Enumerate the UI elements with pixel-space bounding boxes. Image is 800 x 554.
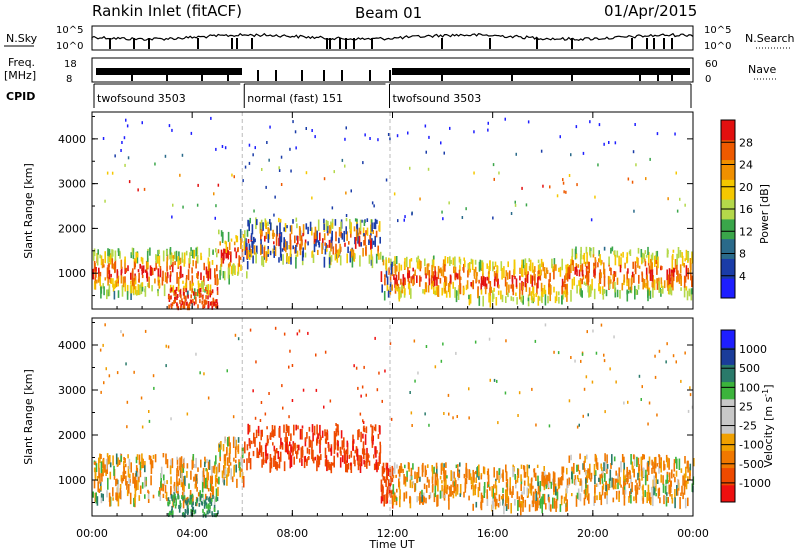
velocity-colorbar-label: Velocity [m s-1] (761, 384, 776, 467)
freq-label-top: Freq. (8, 56, 35, 69)
cpid-segment-label: normal (fast) 151 (247, 92, 343, 105)
x-tick-label: 16:00 (477, 527, 509, 540)
cpid-row: CPID twofsound 3503 normal (fast) 151 twof… (6, 83, 692, 108)
colorbar-tick-label: 28 (739, 136, 753, 149)
freq-trace (96, 68, 690, 81)
date-label: 01/Apr/2015 (604, 2, 697, 20)
colorbar-tick-label: 24 (739, 159, 753, 172)
x-tick-label: 08:00 (276, 527, 308, 540)
colorbar-tick-label: 100 (739, 381, 760, 394)
nsearch-tick-top: 10^5 (704, 25, 731, 36)
colorbar-tick-label: 8 (739, 248, 746, 261)
colorbar-tick-label: 500 (739, 362, 760, 375)
radar-title: Rankin Inlet (fitACF) (92, 2, 242, 20)
freq-tick-top: 18 (64, 59, 77, 70)
x-tick-label: 00:00 (677, 527, 709, 540)
nsky-tick-bottom: 10^0 (56, 41, 83, 52)
power-ylabel: Slant Range [km] (22, 163, 35, 259)
freq-frame (91, 57, 694, 83)
nsky-tick-top: 10^5 (56, 25, 83, 36)
colorbar-tick-label: -100 (739, 439, 764, 452)
y-tick-label: 1000 (58, 474, 86, 487)
x-tick-label: 00:00 (76, 527, 108, 540)
y-tick-label: 4000 (58, 339, 86, 352)
y-tick-label: 1000 (58, 267, 86, 280)
power-data (92, 112, 694, 311)
beam-label: Beam 01 (355, 4, 422, 22)
nave-tick-top: 60 (705, 59, 718, 70)
colorbar-tick-label: 4 (739, 270, 746, 283)
power-panel: 1000 2000 3000 4000 Slant Range [km] 4 8 12 16… (22, 111, 771, 311)
colorbar-tick-label: 12 (739, 225, 753, 238)
nave-label: Nave (748, 63, 776, 76)
colorbar-tick-label: -500 (739, 458, 764, 471)
cpid-segment-label: twofsound 3503 (392, 92, 481, 105)
colorbar-tick-label: 25 (739, 400, 753, 413)
velocity-colorbar: 1000 500 100 25 -25 -100 -500 -1000 (720, 329, 771, 503)
colorbar-tick-label: -25 (739, 420, 757, 433)
y-tick-label: 3000 (58, 384, 86, 397)
nsearch-label: N.Search (745, 32, 795, 45)
nsky-panel: N.Sky 10^5 10^0 10^5 10^0 N.Search (4, 25, 795, 52)
y-tick-label: 2000 (58, 222, 86, 235)
y-tick-label: 2000 (58, 429, 86, 442)
colorbar-tick-label: 16 (739, 203, 753, 216)
freq-label-bottom: [MHz] (4, 69, 36, 82)
colorbar-tick-label: 1000 (739, 343, 767, 356)
colorbar-tick-label: -1000 (739, 477, 771, 490)
nsky-frame (91, 25, 694, 51)
cpid-label: CPID (6, 90, 35, 103)
power-colorbar-label: Power [dB] (758, 184, 771, 244)
colorbar-tick-label: 20 (739, 181, 753, 194)
nsearch-tick-bottom: 10^0 (704, 41, 731, 52)
x-tick-label: 04:00 (176, 527, 208, 540)
velocity-panel: 1000 2000 3000 4000 00:00 04:00 08:00 12:00 16:… (22, 317, 776, 540)
velocity-data (92, 318, 695, 518)
y-tick-label: 3000 (58, 178, 86, 191)
nsky-trace (91, 32, 694, 49)
x-tick-label: 12:00 (377, 527, 409, 540)
cpid-segment-label: twofsound 3503 (97, 92, 186, 105)
nave-tick-bottom: 0 (705, 74, 711, 85)
y-tick-label: 4000 (58, 133, 86, 146)
freq-panel: Freq. [MHz] 18 8 60 0 Nave (4, 56, 778, 85)
freq-tick-bottom: 8 (66, 74, 72, 85)
nsky-label: N.Sky (6, 32, 38, 45)
power-colorbar: 4 8 12 16 20 24 28 (720, 119, 753, 299)
time-axis-label: Time UT (368, 538, 414, 551)
velocity-ylabel: Slant Range [km] (22, 369, 35, 465)
x-tick-label: 20:00 (577, 527, 609, 540)
